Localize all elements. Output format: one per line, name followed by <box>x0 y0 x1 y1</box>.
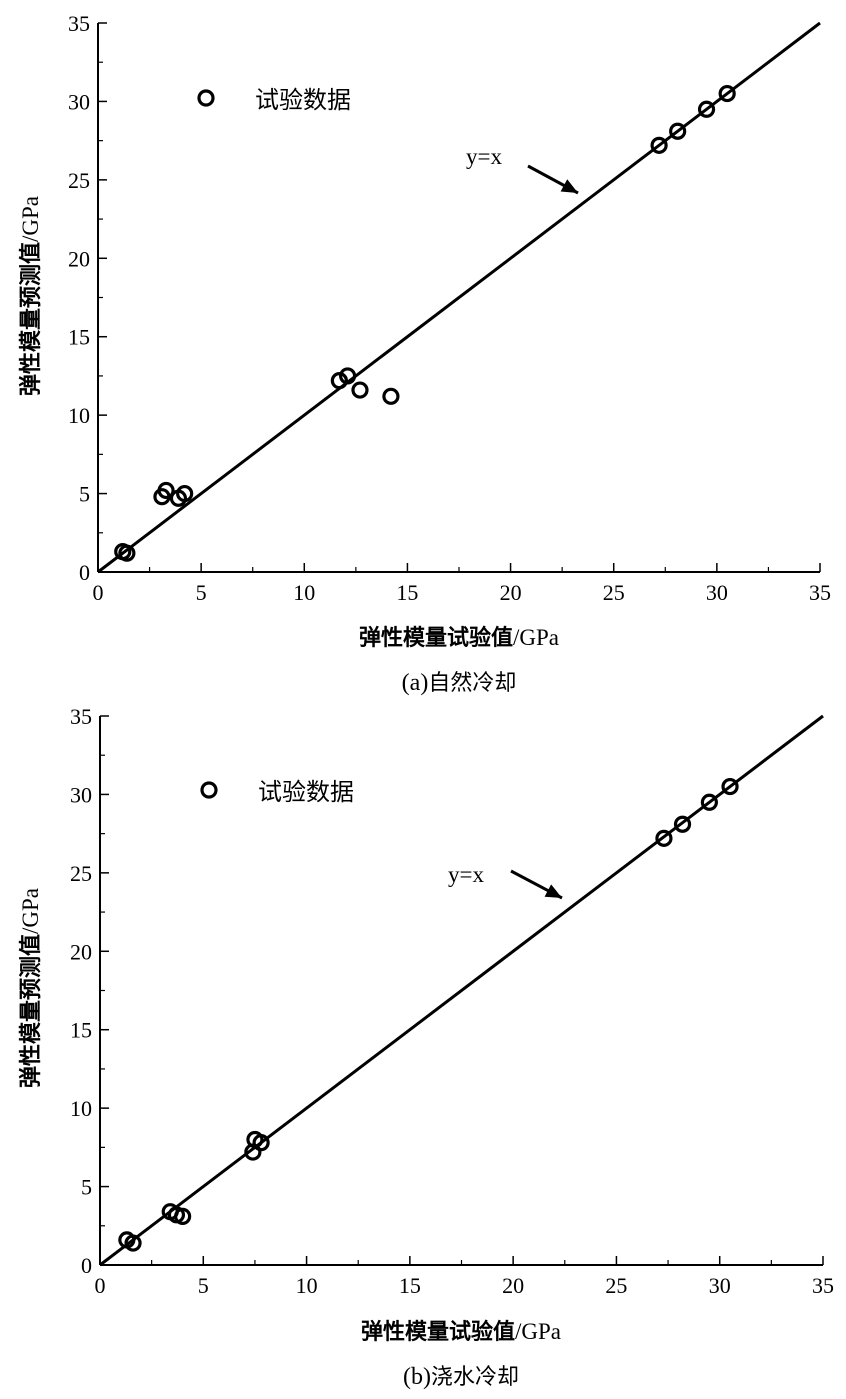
y-tick-label: 15 <box>70 1018 92 1043</box>
data-point <box>339 367 357 385</box>
data-point <box>718 84 736 103</box>
y-tick-label: 35 <box>70 704 92 729</box>
x-tick-label: 25 <box>603 580 625 605</box>
x-axis-title: 弹性模量试验值/GPa <box>359 625 559 651</box>
data-point <box>655 829 673 847</box>
x-tick-label: 15 <box>399 1273 421 1298</box>
data-point <box>669 122 687 140</box>
chart-panel-b: 试验数据 y=x 弹性模量试验值/GPa 弹性模量预测值/GPa (b)浇水冷却… <box>18 704 834 1390</box>
data-point <box>176 484 194 503</box>
data-point <box>157 481 175 500</box>
y-axis-title: 弹性模量预测值/GPa <box>18 196 44 396</box>
data-point <box>252 1134 270 1152</box>
x-tick-label: 0 <box>93 580 104 605</box>
data-point <box>124 1234 142 1252</box>
y-tick-label: 20 <box>68 246 90 271</box>
y-tick-label: 25 <box>68 168 90 193</box>
x-axis-title: 弹性模量试验值/GPa <box>361 1319 561 1345</box>
y-tick-label: 5 <box>79 482 90 507</box>
x-tick-label: 30 <box>709 1273 731 1298</box>
y-tick-label: 0 <box>79 560 90 585</box>
y-tick-label: 15 <box>68 325 90 350</box>
x-tick-label: 35 <box>812 1273 834 1298</box>
x-tick-label: 30 <box>706 580 728 605</box>
y-axis-title: 弹性模量预测值/GPa <box>18 888 44 1088</box>
x-tick-label: 10 <box>293 580 315 605</box>
x-tick-label: 25 <box>605 1273 627 1298</box>
x-tick-label: 35 <box>809 580 831 605</box>
data-point <box>721 777 739 796</box>
data-point <box>700 793 718 811</box>
y-tick-label: 30 <box>70 782 92 807</box>
y-tick-label: 10 <box>70 1096 92 1121</box>
y-tick-label: 35 <box>68 11 90 36</box>
chart-caption: (a)自然冷却 <box>402 670 517 696</box>
legend-label: 试验数据 <box>258 778 354 806</box>
data-point <box>174 1207 192 1225</box>
chart-panel-a: 试验数据 y=x 弹性模量试验值/GPa 弹性模量预测值/GPa (a)自然冷却… <box>18 11 831 696</box>
y-tick-label: 0 <box>81 1253 92 1278</box>
x-tick-label: 15 <box>396 580 418 605</box>
y-tick-label: 10 <box>68 403 90 428</box>
x-tick-label: 10 <box>296 1273 318 1298</box>
reference-line <box>99 714 824 1267</box>
legend-marker <box>197 89 215 107</box>
data-point <box>673 815 692 833</box>
reference-line-arrowhead <box>544 884 562 898</box>
data-point <box>650 136 668 154</box>
data-point <box>351 381 369 399</box>
y-tick-label: 30 <box>68 89 90 114</box>
y-tick-label: 25 <box>70 861 92 886</box>
x-tick-label: 20 <box>502 1273 524 1298</box>
y-tick-label: 5 <box>81 1175 92 1200</box>
x-tick-label: 0 <box>95 1273 106 1298</box>
x-tick-label: 5 <box>198 1273 209 1298</box>
data-point <box>697 100 716 118</box>
reference-line-arrowhead <box>560 179 578 193</box>
reference-line-label: y=x <box>466 144 502 169</box>
data-point <box>382 387 400 405</box>
reference-line <box>97 21 821 574</box>
x-tick-label: 5 <box>196 580 207 605</box>
data-point <box>118 544 136 562</box>
legend-label: 试验数据 <box>255 86 351 114</box>
legend-marker <box>200 781 218 799</box>
x-tick-label: 20 <box>500 580 522 605</box>
reference-line-label: y=x <box>448 862 484 887</box>
y-tick-label: 20 <box>70 939 92 964</box>
chart-caption: (b)浇水冷却 <box>403 1364 519 1390</box>
